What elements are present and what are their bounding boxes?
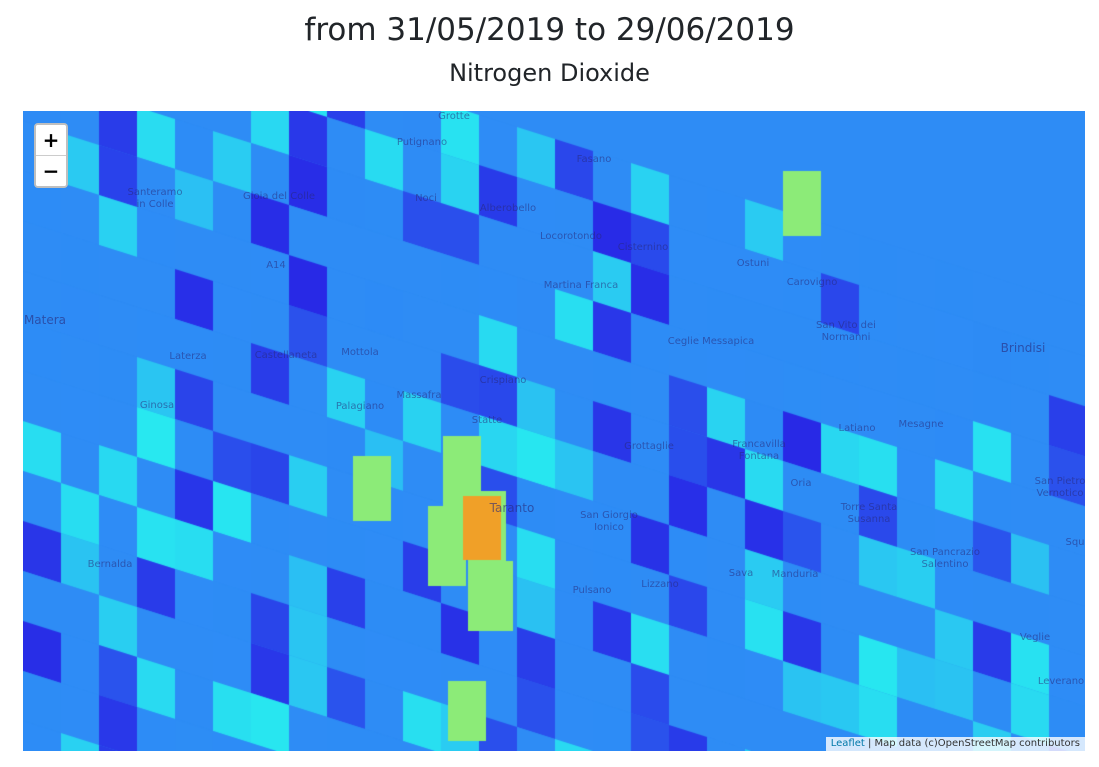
zoom-in-button[interactable]: + xyxy=(36,125,66,155)
pollutant-subtitle: Nitrogen Dioxide xyxy=(449,59,650,87)
date-range-title: from 31/05/2019 to 29/06/2019 xyxy=(304,12,795,48)
attribution-text: | Map data (c)OpenStreetMap contributors xyxy=(864,738,1080,749)
pollution-map[interactable]: Grotte Putignano Fasano Santeramo in Col… xyxy=(23,111,1085,751)
no2-heatmap-layer xyxy=(23,111,1085,751)
zoom-control: + − xyxy=(34,123,68,188)
leaflet-link[interactable]: Leaflet xyxy=(830,738,865,749)
zoom-out-button[interactable]: − xyxy=(36,155,66,186)
map-attribution: Leaflet | Map data (c)OpenStreetMap cont… xyxy=(825,737,1085,751)
